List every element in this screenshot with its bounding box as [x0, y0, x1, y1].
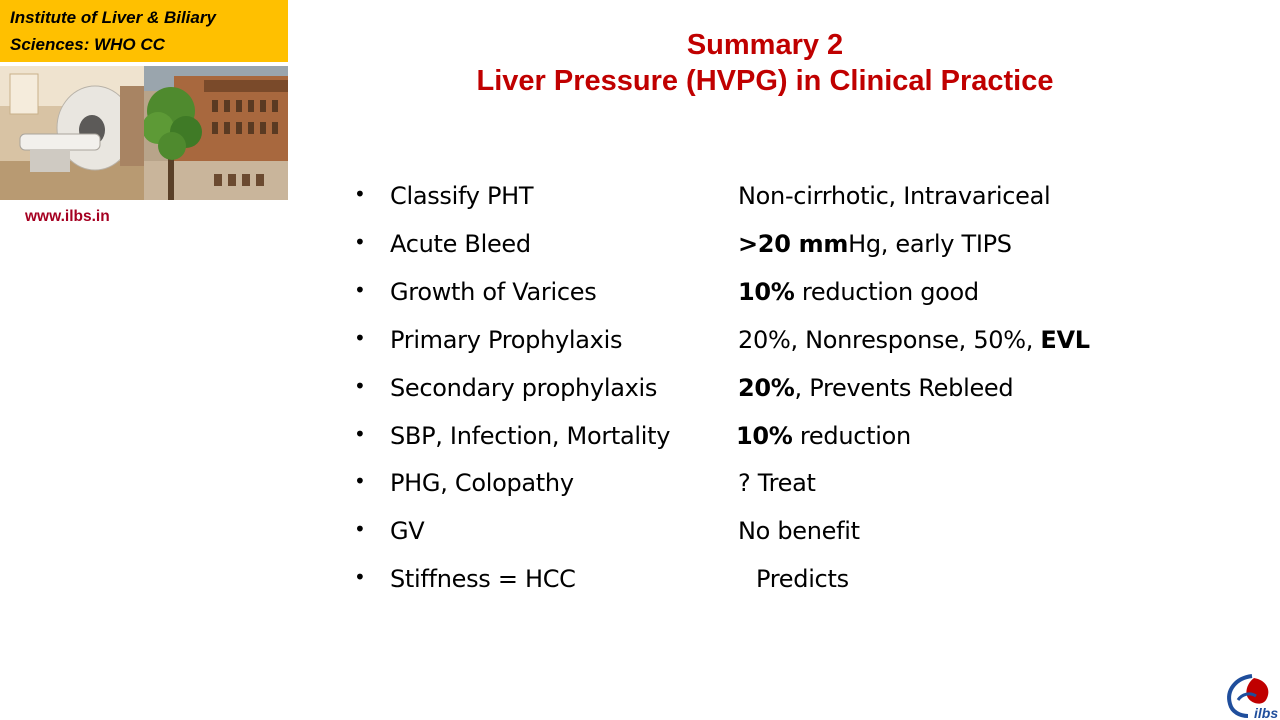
bullet-icon: •	[354, 182, 366, 206]
value-emphasis: EVL	[1040, 326, 1090, 354]
website-link[interactable]: www.ilbs.in	[25, 208, 110, 225]
bullet-icon: •	[354, 469, 366, 493]
list-item-label: Growth of Varices	[390, 278, 597, 306]
list-item-label: Stiffness = HCC	[390, 565, 576, 593]
building-photo	[144, 66, 288, 200]
institute-header: Institute of Liver & Biliary Sciences: W…	[0, 0, 288, 62]
value-text: Non-cirrhotic, Intravariceal	[738, 182, 1051, 210]
value-text: Hg, early TIPS	[848, 230, 1012, 258]
list-item-label: Secondary prophylaxis	[390, 374, 658, 402]
value-text: No benefit	[738, 517, 860, 545]
mri-room-photo	[0, 66, 144, 200]
list-item: • Stiffness = HCC Predicts	[354, 565, 1154, 599]
bullet-icon: •	[354, 374, 366, 398]
value-emphasis: 10%	[738, 278, 795, 306]
value-text: Predicts	[756, 565, 849, 593]
slide-subtitle: Liver Pressure (HVPG) in Clinical Practi…	[476, 65, 1054, 97]
list-item-value: Predicts	[756, 565, 849, 593]
list-item-value: 10% reduction	[736, 422, 911, 450]
value-text: ? Treat	[738, 469, 816, 497]
list-item: • Classify PHT Non-cirrhotic, Intravaricea…	[354, 182, 1154, 216]
list-item: • Primary Prophylaxis 20%, Nonresponse, 50…	[354, 326, 1154, 360]
value-emphasis: >20 mm	[738, 230, 849, 258]
bullet-icon: •	[354, 326, 366, 350]
ilbs-logo-icon: ilbs	[1227, 674, 1278, 720]
institute-name-line1: Institute of Liver & Biliary	[10, 8, 216, 27]
list-item-value: 10% reduction good	[738, 278, 979, 306]
list-item-label: Primary Prophylaxis	[390, 326, 623, 354]
list-item-label: Acute Bleed	[390, 230, 531, 258]
list-item: • Acute Bleed >20 mmHg, early TIPS	[354, 230, 1154, 264]
list-item-label: PHG, Colopathy	[390, 469, 574, 497]
list-item: • Secondary prophylaxis 20%, Prevents Rebl…	[354, 374, 1154, 408]
list-item-label: SBP, Infection, Mortality	[390, 422, 671, 450]
value-text: reduction	[792, 422, 911, 450]
list-item-value: >20 mmHg, early TIPS	[738, 230, 1012, 258]
value-emphasis: 20%	[738, 374, 795, 402]
logo-text: ilbs	[1254, 705, 1278, 720]
bullet-icon: •	[354, 422, 366, 446]
list-item-label: Classify PHT	[390, 182, 534, 210]
list-item-value: ? Treat	[738, 469, 816, 497]
list-item-value: No benefit	[738, 517, 860, 545]
bullet-icon: •	[354, 278, 366, 302]
list-item-value: 20%, Nonresponse, 50%, EVL	[738, 326, 1090, 354]
bullet-icon: •	[354, 565, 366, 589]
list-item: • PHG, Colopathy ? Treat	[354, 469, 1154, 503]
bullet-icon: •	[354, 230, 366, 254]
value-text: , Prevents Rebleed	[794, 374, 1014, 402]
bullet-icon: •	[354, 517, 366, 541]
list-item-label: GV	[390, 517, 425, 545]
list-item: • GV No benefit	[354, 517, 1154, 551]
value-text: reduction good	[794, 278, 979, 306]
list-item: • SBP, Infection, Mortality 10% reduction	[354, 422, 1154, 456]
value-text: 20%, Nonresponse, 50%,	[738, 326, 1041, 354]
value-emphasis: 10%	[736, 422, 793, 450]
slide-title: Summary 2	[686, 29, 844, 61]
list-item-value: Non-cirrhotic, Intravariceal	[738, 182, 1051, 210]
list-item-value: 20%, Prevents Rebleed	[738, 374, 1014, 402]
institute-name-line2: Sciences: WHO CC	[10, 35, 165, 54]
list-item: • Growth of Varices 10% reduction good	[354, 278, 1154, 312]
